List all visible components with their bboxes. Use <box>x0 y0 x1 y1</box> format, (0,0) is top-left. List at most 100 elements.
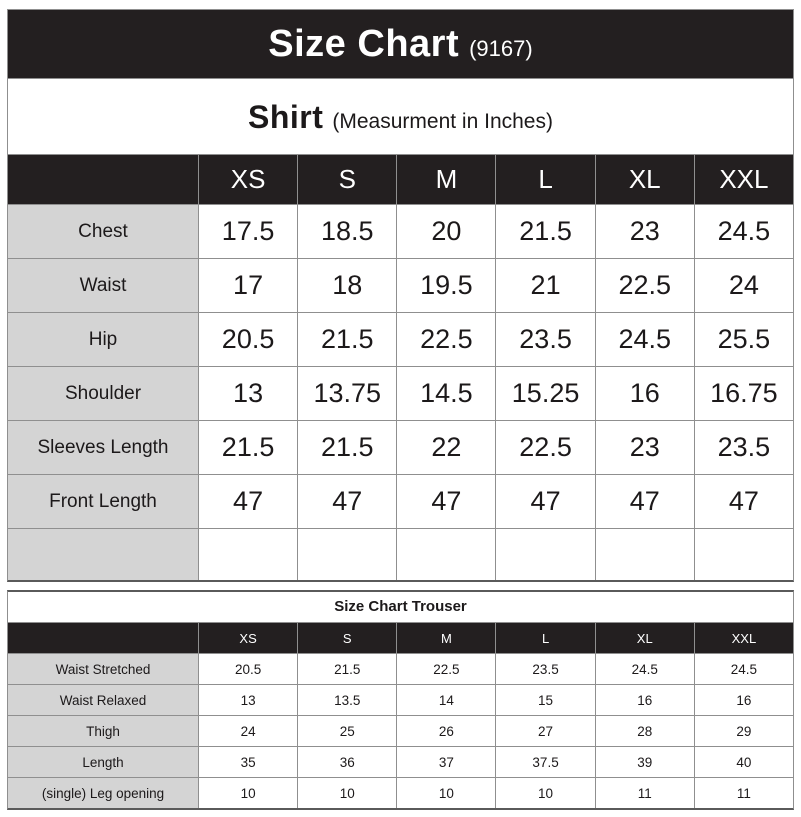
measurement-value <box>495 528 595 580</box>
measurement-value <box>297 528 397 580</box>
measurement-value: 11 <box>693 777 793 808</box>
measurement-value: 18 <box>297 258 397 312</box>
size-column-header-m: M <box>396 154 496 204</box>
measurement-value: 21.5 <box>297 653 397 684</box>
size-column-header-xl: XL <box>594 622 694 653</box>
measurement-value: 13.5 <box>297 684 397 715</box>
size-column-header-xxl: XXL <box>693 622 793 653</box>
measurement-value: 20.5 <box>198 312 298 366</box>
measurement-value: 13 <box>198 366 298 420</box>
measurement-value: 10 <box>396 777 496 808</box>
measurement-value: 47 <box>297 474 397 528</box>
measurement-value: 40 <box>693 746 793 777</box>
table-row <box>8 528 793 580</box>
table-row: Waist Stretched 20.5 21.5 22.5 23.5 24.5 24.5 <box>8 653 793 684</box>
size-column-header-s: S <box>297 622 397 653</box>
measurement-value: 28 <box>594 715 694 746</box>
table-row: Front Length 47 47 47 47 47 47 <box>8 474 793 528</box>
measurement-value: 47 <box>495 474 595 528</box>
row-label: Waist <box>8 258 198 312</box>
measurement-value: 24.5 <box>693 204 793 258</box>
size-column-header-xxl: XXL <box>693 154 793 204</box>
table-row: Waist 17 18 19.5 21 22.5 24 <box>8 258 793 312</box>
measurement-value: 36 <box>297 746 397 777</box>
measurement-value: 14.5 <box>396 366 496 420</box>
measurement-value: 16 <box>594 366 694 420</box>
measurement-value: 16 <box>693 684 793 715</box>
measurement-value: 18.5 <box>297 204 397 258</box>
row-label: Waist Stretched <box>8 653 198 684</box>
row-label: Chest <box>8 204 198 258</box>
measurement-value: 21.5 <box>297 312 397 366</box>
measurement-value: 19.5 <box>396 258 496 312</box>
size-column-header-l: L <box>495 154 595 204</box>
page-title: Size Chart <box>268 23 460 65</box>
measurement-value: 24 <box>693 258 793 312</box>
corner-cell <box>8 154 198 204</box>
measurement-value: 23 <box>594 420 694 474</box>
measurement-value: 17.5 <box>198 204 298 258</box>
measurement-value: 16.75 <box>693 366 793 420</box>
measurement-value: 15 <box>495 684 595 715</box>
measurement-value: 24.5 <box>594 312 694 366</box>
size-column-header-s: S <box>297 154 397 204</box>
measurement-value: 23.5 <box>495 653 595 684</box>
row-label <box>8 528 198 580</box>
measurement-value: 25.5 <box>693 312 793 366</box>
measurement-value: 23.5 <box>495 312 595 366</box>
row-label: Length <box>8 746 198 777</box>
measurement-value: 21.5 <box>495 204 595 258</box>
measurement-value: 29 <box>693 715 793 746</box>
measurement-value: 47 <box>594 474 694 528</box>
measurement-value: 26 <box>396 715 496 746</box>
row-label: Sleeves Length <box>8 420 198 474</box>
row-label: Hip <box>8 312 198 366</box>
measurement-value: 10 <box>297 777 397 808</box>
table-row: Chest 17.5 18.5 20 21.5 23 24.5 <box>8 204 793 258</box>
table-row: Length 35 36 37 37.5 39 40 <box>8 746 793 777</box>
shirt-size-chart-section: Size Chart (9167) Shirt (Measurment in Inc… <box>7 9 794 582</box>
measurement-value: 11 <box>594 777 694 808</box>
measurement-value: 20 <box>396 204 496 258</box>
title-bar: Size Chart (9167) <box>8 10 793 78</box>
row-label: Thigh <box>8 715 198 746</box>
measurement-value: 21.5 <box>198 420 298 474</box>
measurement-value: 22.5 <box>396 653 496 684</box>
shirt-subtitle-bar: Shirt (Measurment in Inches) <box>8 78 793 154</box>
row-label: Waist Relaxed <box>8 684 198 715</box>
measurement-value: 47 <box>396 474 496 528</box>
measurement-value: 14 <box>396 684 496 715</box>
measurement-value: 37.5 <box>495 746 595 777</box>
trouser-size-chart-section: Size Chart Trouser XS S M L XL XXL Waist Stre… <box>7 590 794 810</box>
row-label: Shoulder <box>8 366 198 420</box>
product-code: (9167) <box>469 36 533 61</box>
measurement-value: 47 <box>198 474 298 528</box>
shirt-section-title: Shirt <box>248 99 324 135</box>
measurement-value: 24.5 <box>594 653 694 684</box>
measurement-value: 22.5 <box>495 420 595 474</box>
measurement-value: 17 <box>198 258 298 312</box>
measurement-value: 20.5 <box>198 653 298 684</box>
row-label: (single) Leg opening <box>8 777 198 808</box>
corner-cell <box>8 622 198 653</box>
measurement-value: 22.5 <box>396 312 496 366</box>
measurement-value: 10 <box>495 777 595 808</box>
measurement-value: 35 <box>198 746 298 777</box>
measurement-value: 13 <box>198 684 298 715</box>
measurement-value: 13.75 <box>297 366 397 420</box>
measurement-value <box>396 528 496 580</box>
measurement-value: 16 <box>594 684 694 715</box>
size-column-header-xs: XS <box>198 622 298 653</box>
table-row: Thigh 24 25 26 27 28 29 <box>8 715 793 746</box>
measurement-value <box>198 528 298 580</box>
size-column-header-l: L <box>495 622 595 653</box>
size-column-header-xs: XS <box>198 154 298 204</box>
shirt-unit-note: (Measurment in Inches) <box>332 110 553 133</box>
measurement-value: 15.25 <box>495 366 595 420</box>
table-row: Waist Relaxed 13 13.5 14 15 16 16 <box>8 684 793 715</box>
table-row: Sleeves Length 21.5 21.5 22 22.5 23 23.5 <box>8 420 793 474</box>
measurement-value <box>693 528 793 580</box>
size-column-header-xl: XL <box>594 154 694 204</box>
table-row: Shoulder 13 13.75 14.5 15.25 16 16.75 <box>8 366 793 420</box>
